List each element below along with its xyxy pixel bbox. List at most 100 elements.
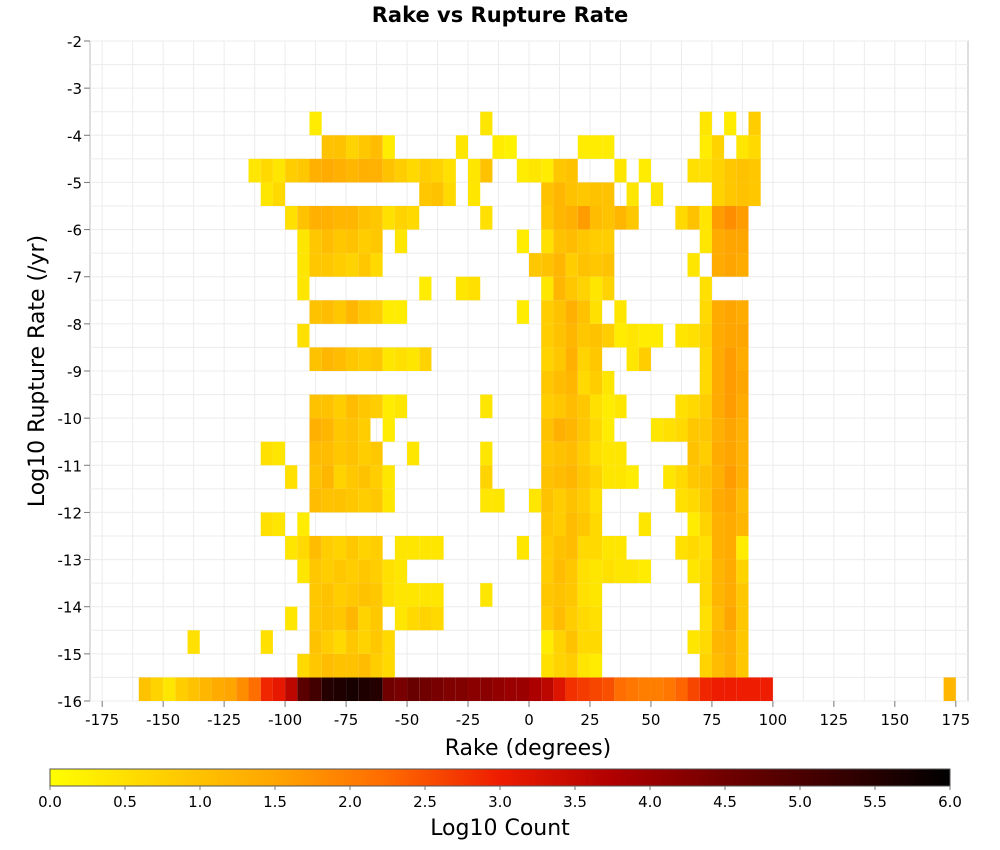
heatmap-cell <box>699 559 712 584</box>
heatmap-cell <box>431 182 444 206</box>
heatmap-cell <box>638 158 651 183</box>
heatmap-cell <box>724 536 737 560</box>
heatmap-cell <box>260 512 273 536</box>
heatmap-cell <box>321 465 334 489</box>
heatmap-cell <box>614 559 627 584</box>
heatmap-cell <box>724 347 737 371</box>
heatmap-cell <box>333 347 347 371</box>
heatmap-cell <box>358 135 371 159</box>
heatmap-cell <box>626 677 639 701</box>
heatmap-cell <box>321 135 334 159</box>
heatmap-cell <box>394 536 408 560</box>
heatmap-cell <box>553 536 566 560</box>
heatmap-cell <box>687 253 700 277</box>
heatmap-cell <box>260 158 273 183</box>
heatmap-cell <box>382 583 395 607</box>
heatmap-cell <box>638 512 651 536</box>
heatmap-cell <box>370 559 383 584</box>
heatmap-cell <box>431 606 444 631</box>
heatmap-cell <box>589 536 603 560</box>
heatmap-cell <box>711 135 725 159</box>
heatmap-cell <box>370 135 383 159</box>
x-tick-label: 175 <box>941 711 970 729</box>
heatmap-cell <box>589 276 603 301</box>
heatmap-cell <box>382 135 395 159</box>
heatmap-cell <box>724 300 737 324</box>
x-tick-label: 150 <box>881 711 910 729</box>
heatmap-cell <box>602 418 615 442</box>
heatmap-cell <box>577 135 590 159</box>
heatmap-cell <box>346 488 359 513</box>
heatmap-cell <box>333 441 347 466</box>
heatmap-cell <box>541 512 554 536</box>
heatmap-cell <box>285 677 298 701</box>
heatmap-cell <box>309 488 322 513</box>
y-tick-label: -16 <box>58 693 83 711</box>
heatmap-cell <box>724 158 737 183</box>
heatmap-cell <box>687 488 700 513</box>
heatmap-cell <box>541 206 554 230</box>
heatmap-cell <box>321 606 334 631</box>
heatmap-cell <box>541 323 554 348</box>
heatmap-cell <box>602 182 615 206</box>
heatmap-cell <box>407 677 420 701</box>
colorbar-tick-label: 0.5 <box>113 793 137 811</box>
heatmap-cell <box>736 158 749 183</box>
heatmap-cell <box>736 630 749 654</box>
heatmap-cell <box>309 653 322 678</box>
heatmap-cell <box>736 371 749 395</box>
heatmap-cell <box>541 465 554 489</box>
x-tick-label: 125 <box>820 711 849 729</box>
heatmap-cell <box>650 677 664 701</box>
heatmap-cell <box>224 677 237 701</box>
heatmap-cell <box>565 323 578 348</box>
heatmap-cell <box>565 229 578 254</box>
heatmap-cell <box>675 488 688 513</box>
heatmap-cell <box>321 229 334 254</box>
heatmap-cell <box>589 418 603 442</box>
heatmap-cell <box>589 441 603 466</box>
heatmap-cell <box>321 488 334 513</box>
heatmap-cell <box>553 276 566 301</box>
heatmap-cell <box>419 347 432 371</box>
heatmap-cell <box>711 371 725 395</box>
heatmap-cell <box>699 135 712 159</box>
heatmap-cell <box>309 158 322 183</box>
heatmap-cell <box>480 394 493 419</box>
heatmap-cell <box>699 371 712 395</box>
heatmap-cell <box>699 630 712 654</box>
heatmap-cell <box>565 559 578 584</box>
heatmap-cell <box>589 394 603 419</box>
heatmap-cell <box>614 158 627 183</box>
heatmap-cell <box>309 111 322 136</box>
heatmap-cell <box>687 394 700 419</box>
heatmap-cell <box>687 677 700 701</box>
heatmap-cell <box>736 441 749 466</box>
heatmap-cell <box>541 653 554 678</box>
heatmap-cell <box>333 583 347 607</box>
heatmap-cell <box>516 536 529 560</box>
y-tick-label: -7 <box>67 269 82 287</box>
heatmap-cell <box>346 653 359 678</box>
heatmap-cell <box>394 300 408 324</box>
heatmap-cell <box>736 653 749 678</box>
heatmap-cell <box>297 512 310 536</box>
heatmap-cell <box>358 300 371 324</box>
heatmap-cell <box>602 371 615 395</box>
heatmap-cell <box>577 630 590 654</box>
heatmap-cell <box>382 394 395 419</box>
heatmap-cell <box>407 606 420 631</box>
heatmap-cell <box>346 441 359 466</box>
heatmap-cell <box>346 418 359 442</box>
heatmap-cell <box>711 559 725 584</box>
heatmap-cell <box>333 158 347 183</box>
heatmap-cell <box>711 182 725 206</box>
heatmap-cell <box>943 677 956 701</box>
heatmap-cell <box>736 135 749 159</box>
heatmap-cell <box>541 371 554 395</box>
heatmap-cell <box>333 253 347 277</box>
heatmap-cell <box>370 630 383 654</box>
heatmap-cell <box>150 677 164 701</box>
heatmap-cell <box>724 371 737 395</box>
